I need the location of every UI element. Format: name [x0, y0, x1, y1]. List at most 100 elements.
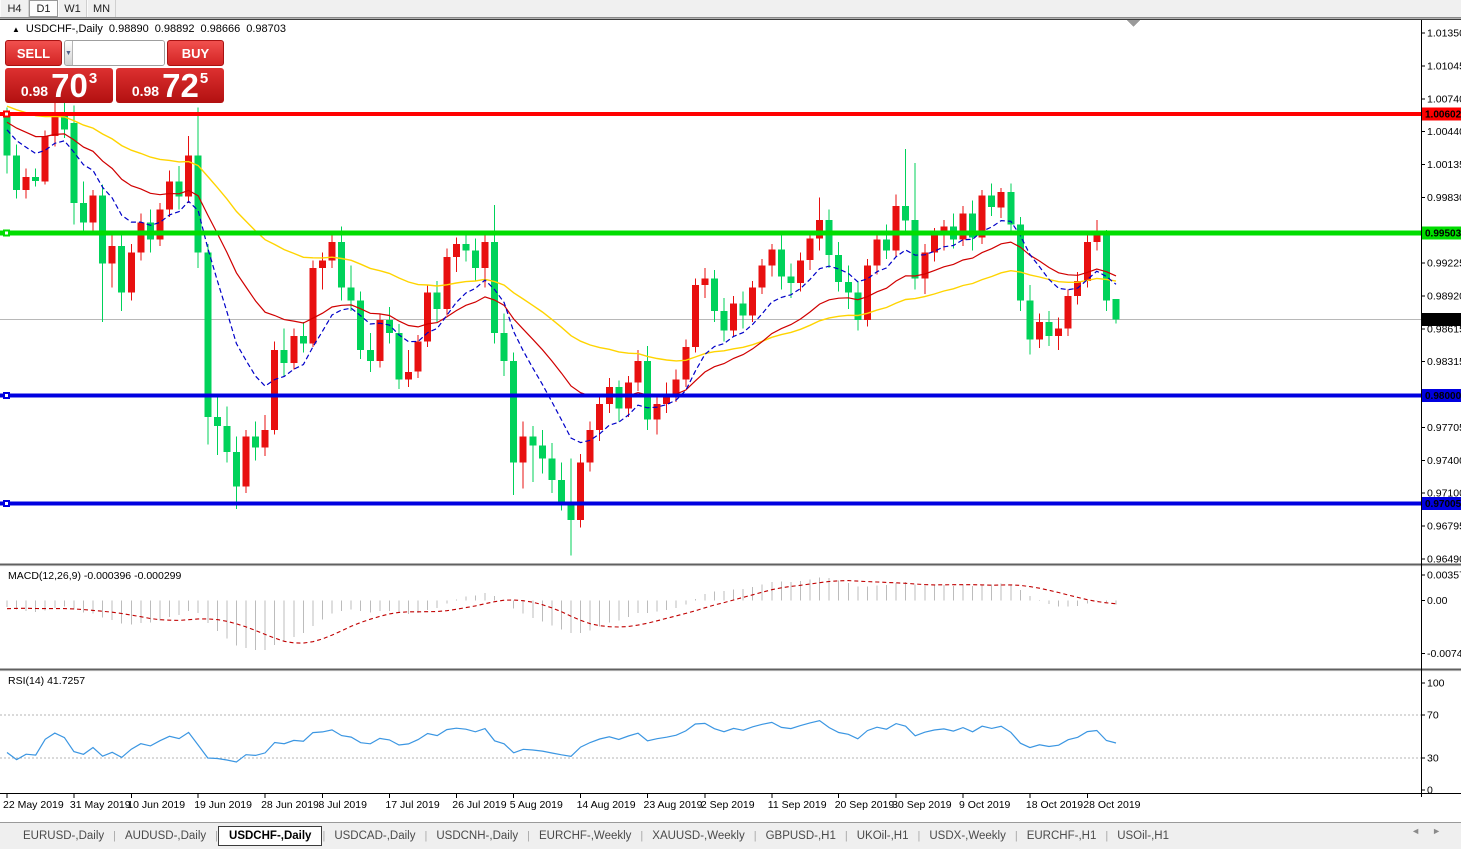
svg-text:2 Sep 2019: 2 Sep 2019	[701, 799, 755, 811]
tab-usdcad-daily[interactable]: USDCAD-,Daily	[334, 830, 416, 842]
sell-price-sup: 3	[88, 70, 98, 87]
svg-text:0.99225: 0.99225	[1427, 258, 1461, 270]
svg-text:10 Jun 2019: 10 Jun 2019	[127, 799, 185, 811]
svg-text:0.96795: 0.96795	[1427, 521, 1461, 533]
macd-indicator-label: MACD(12,26,9) -0.000396 -0.000299	[8, 570, 182, 582]
svg-text:0.97005: 0.97005	[1425, 499, 1461, 510]
tab-xauusd-weekly[interactable]: XAUUSD-,Weekly	[652, 830, 745, 842]
tab-usdcnh-daily[interactable]: USDCNH-,Daily	[436, 830, 519, 842]
tab-divider: |	[1014, 830, 1018, 842]
svg-text:1.01045: 1.01045	[1427, 61, 1461, 73]
quote-open: 0.98890	[108, 23, 149, 35]
tab-eurchf-weekly[interactable]: EURCHF-,Weekly	[538, 830, 632, 842]
svg-text:1.01350: 1.01350	[1427, 28, 1461, 40]
tab-divider: |	[113, 830, 117, 842]
volume-decrease-button[interactable]: ▼	[65, 41, 73, 65]
svg-text:30: 30	[1427, 752, 1439, 764]
svg-text:0.98615: 0.98615	[1427, 324, 1461, 336]
svg-text:9 Oct 2019: 9 Oct 2019	[959, 799, 1011, 811]
buy-button[interactable]: BUY	[167, 40, 224, 66]
period-button-d1[interactable]: D1	[29, 0, 58, 17]
tab-divider: |	[527, 830, 530, 842]
tab-eurchf-h1[interactable]: EURCHF-,H1	[1026, 830, 1097, 842]
tab-gbpusd-h1[interactable]: GBPUSD-,H1	[765, 830, 836, 842]
period-button-mn[interactable]: MN	[87, 0, 116, 17]
svg-text:1.00602: 1.00602	[1425, 109, 1461, 120]
tab-usdx-weekly[interactable]: USDX-,Weekly	[929, 830, 1006, 842]
svg-text:100: 100	[1427, 678, 1445, 690]
svg-text:20 Sep 2019: 20 Sep 2019	[835, 799, 895, 811]
rsi-axis[interactable]: 100 70 30 0	[1421, 678, 1445, 797]
buy-price-sup: 5	[199, 70, 209, 87]
svg-text:0.98315: 0.98315	[1427, 356, 1461, 368]
svg-text:28 Oct 2019: 28 Oct 2019	[1083, 799, 1140, 811]
chart-shift-marker	[1127, 20, 1140, 27]
macd-histogram	[6, 577, 1117, 650]
horizontal-lines[interactable]	[0, 110, 1421, 507]
triangle-down-icon: ▼	[65, 49, 72, 57]
svg-text:30 Sep 2019: 30 Sep 2019	[892, 799, 952, 811]
chart-tab-bar: EURUSD-,Daily | AUDUSD-,Daily | USDCHF-,Dail…	[0, 822, 1461, 849]
buy-price-big: 72	[162, 66, 199, 104]
volume-control: ▼ ▲	[64, 40, 165, 66]
tab-divider: |	[844, 830, 848, 842]
svg-text:1.00440: 1.00440	[1427, 126, 1461, 138]
macd-signal-line	[6, 580, 1117, 644]
period-button-w1[interactable]: W1	[58, 0, 87, 17]
svg-text:23 Aug 2019: 23 Aug 2019	[644, 799, 703, 811]
period-button-h4[interactable]: H4	[0, 0, 29, 17]
rsi-line	[6, 720, 1117, 763]
svg-text:14 Aug 2019: 14 Aug 2019	[577, 799, 636, 811]
svg-text:17 Jul 2019: 17 Jul 2019	[385, 799, 439, 811]
svg-text:0.98000: 0.98000	[1425, 391, 1461, 402]
svg-text:0.97705: 0.97705	[1427, 422, 1461, 434]
svg-text:19 Jun 2019: 19 Jun 2019	[194, 799, 252, 811]
tab-divider: |	[424, 830, 428, 842]
svg-text:0.003574: 0.003574	[1427, 570, 1461, 582]
tab-ukoil-h1[interactable]: UKOil-,H1	[856, 830, 909, 842]
one-click-collapse-icon[interactable]: ▲	[12, 25, 20, 34]
svg-text:8 Jul 2019: 8 Jul 2019	[319, 799, 368, 811]
tab-usdchf-daily[interactable]: USDCHF-,Daily	[218, 826, 323, 846]
tab-divider: |	[322, 830, 326, 842]
ma-fast-line	[6, 129, 1117, 444]
tab-eurusd-daily[interactable]: EURUSD-,Daily	[23, 830, 105, 842]
sell-price-big: 70	[51, 66, 88, 104]
candles-layer	[3, 100, 1120, 556]
svg-text:26 Jul 2019: 26 Jul 2019	[452, 799, 506, 811]
svg-text:0: 0	[1427, 785, 1433, 797]
sell-price-display[interactable]: 0.98 70 3	[5, 68, 113, 103]
svg-text:-0.00749: -0.00749	[1427, 648, 1461, 660]
tab-scroll-buttons: ◄►	[1411, 826, 1453, 836]
price-axis[interactable]: 1.01350 1.01045 1.00740 1.00440 1.00135 0.998…	[1421, 28, 1461, 566]
buy-price-prefix: 0.98	[131, 82, 160, 99]
macd-axis[interactable]: 0.003574 0.00 -0.00749	[1421, 570, 1461, 661]
buy-price-display[interactable]: 0.98 72 5	[116, 68, 224, 103]
svg-text:0.96490: 0.96490	[1427, 554, 1461, 566]
svg-text:5 Aug 2019: 5 Aug 2019	[510, 799, 563, 811]
ma-slow-line	[6, 105, 1117, 362]
svg-text:22 May 2019: 22 May 2019	[3, 799, 64, 811]
tab-divider: |	[917, 830, 921, 842]
svg-text:1.00135: 1.00135	[1427, 159, 1461, 171]
tab-divider: |	[215, 830, 219, 842]
sell-button[interactable]: SELL	[5, 40, 62, 66]
symbol-name: USDCHF-,Daily	[25, 23, 103, 35]
svg-text:11 Sep 2019: 11 Sep 2019	[768, 799, 827, 811]
quote-high: 0.98892	[154, 23, 195, 35]
volume-input[interactable]	[72, 41, 164, 65]
svg-text:1.00740: 1.00740	[1427, 94, 1461, 106]
tab-divider: |	[1105, 830, 1109, 842]
svg-text:0.00: 0.00	[1427, 595, 1448, 607]
tab-audusd-daily[interactable]: AUDUSD-,Daily	[125, 830, 207, 842]
quote-low: 0.98666	[200, 23, 241, 35]
tab-usoil-h1[interactable]: USOil-,H1	[1117, 830, 1169, 842]
